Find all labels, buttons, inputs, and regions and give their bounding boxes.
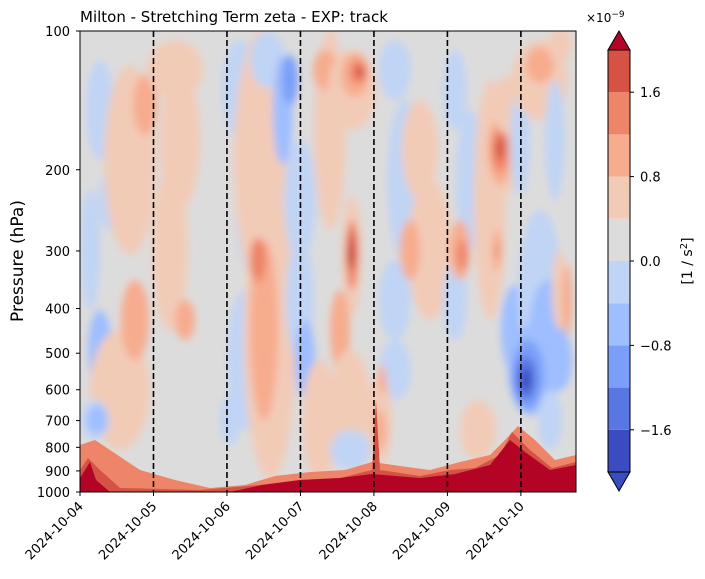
contour-region [496,136,504,160]
colorbar-tick-label: −0.8 [640,339,672,354]
contour-region [348,245,352,265]
contour-region [250,238,266,282]
contour-region [152,170,188,330]
y-tick-label: 500 [45,347,70,362]
x-tick-label: 2024-10-06 [170,499,234,563]
contour-region [220,395,240,445]
contour-region [284,140,316,260]
x-tick-label: 2024-10-05 [96,499,160,563]
colorbar-label: [1 / s2] [679,237,696,284]
colorbar-segment [608,303,630,346]
colorbar-segment [608,50,630,93]
colorbar-segment [608,218,630,261]
contour-region [302,360,338,480]
contour-region [175,300,195,340]
contour-region [521,368,531,392]
contour-region [548,31,572,63]
y-tick-label: 100 [45,25,70,40]
y-tick-label: 200 [45,164,70,179]
y-tick-label: 300 [45,245,70,260]
contour-region [80,440,576,492]
contour-region [408,180,452,320]
y-tick-label: 600 [45,384,70,399]
x-tick-label: 2024-10-07 [243,499,307,563]
contour-region [402,100,438,200]
contour-region [378,365,386,395]
colorbar-tick-label: 0.0 [640,255,661,270]
x-tick-label: 2024-10-04 [23,499,87,563]
contour-region [87,406,107,434]
colorbar-tick-label: −1.6 [640,424,672,439]
y-axis-label: Pressure (hPa) [8,200,28,322]
contour-region [121,280,149,360]
contour-region [379,40,411,100]
y-tick-label: 800 [45,441,70,456]
y-tick-label: 900 [45,465,70,480]
colorbar-segment [608,345,630,388]
contour-region [330,350,370,450]
plot-area [79,30,577,493]
colorbar-extend-min [607,471,631,492]
colorbar-segment [608,429,630,472]
contour-region [526,47,554,83]
colorbar-segment [608,92,630,135]
contour-region [133,75,157,135]
contour-region [250,240,278,420]
colorbar: −1.6 −0.8 0.0 0.8 1.6 ×10−9 [1 / s2] [586,10,696,492]
colorbar-scale-label: ×10−9 [586,10,625,25]
colorbar-segment [608,176,630,219]
contour-field [80,31,576,492]
contour-region [443,50,467,130]
colorbar-tick-label: 0.8 [640,171,661,186]
contour-region [282,55,298,105]
contour-region [460,400,496,460]
x-tick-label: 2024-10-10 [464,499,528,563]
y-tick-label: 1000 [37,486,70,501]
colorbar-segment [608,261,630,304]
x-tick-label: 2024-10-09 [390,499,454,563]
contour-region [356,66,364,78]
colorbar-segment [608,387,630,430]
colorbar-tick-label: 1.6 [640,86,661,101]
contour-region [330,290,350,370]
colorbar-segment [608,134,630,177]
y-tick-label: 700 [45,415,70,430]
contour-region [457,240,467,270]
contour-region [80,190,100,310]
plot-frame [79,30,577,493]
colorbar-extend-max [607,30,631,51]
contour-region [400,220,420,280]
x-tick-label: 2024-10-08 [317,499,381,563]
y-tick-label: 400 [45,303,70,318]
contour-region [379,260,411,340]
contour-region [495,240,499,260]
contour-region [562,265,572,335]
contour-region [330,430,370,470]
contour-region [538,390,562,450]
chart-title: Milton - Stretching Term zeta - EXP: tra… [80,8,388,26]
contour-region [545,80,565,200]
contour-region [443,260,467,340]
contour-region [548,330,572,390]
